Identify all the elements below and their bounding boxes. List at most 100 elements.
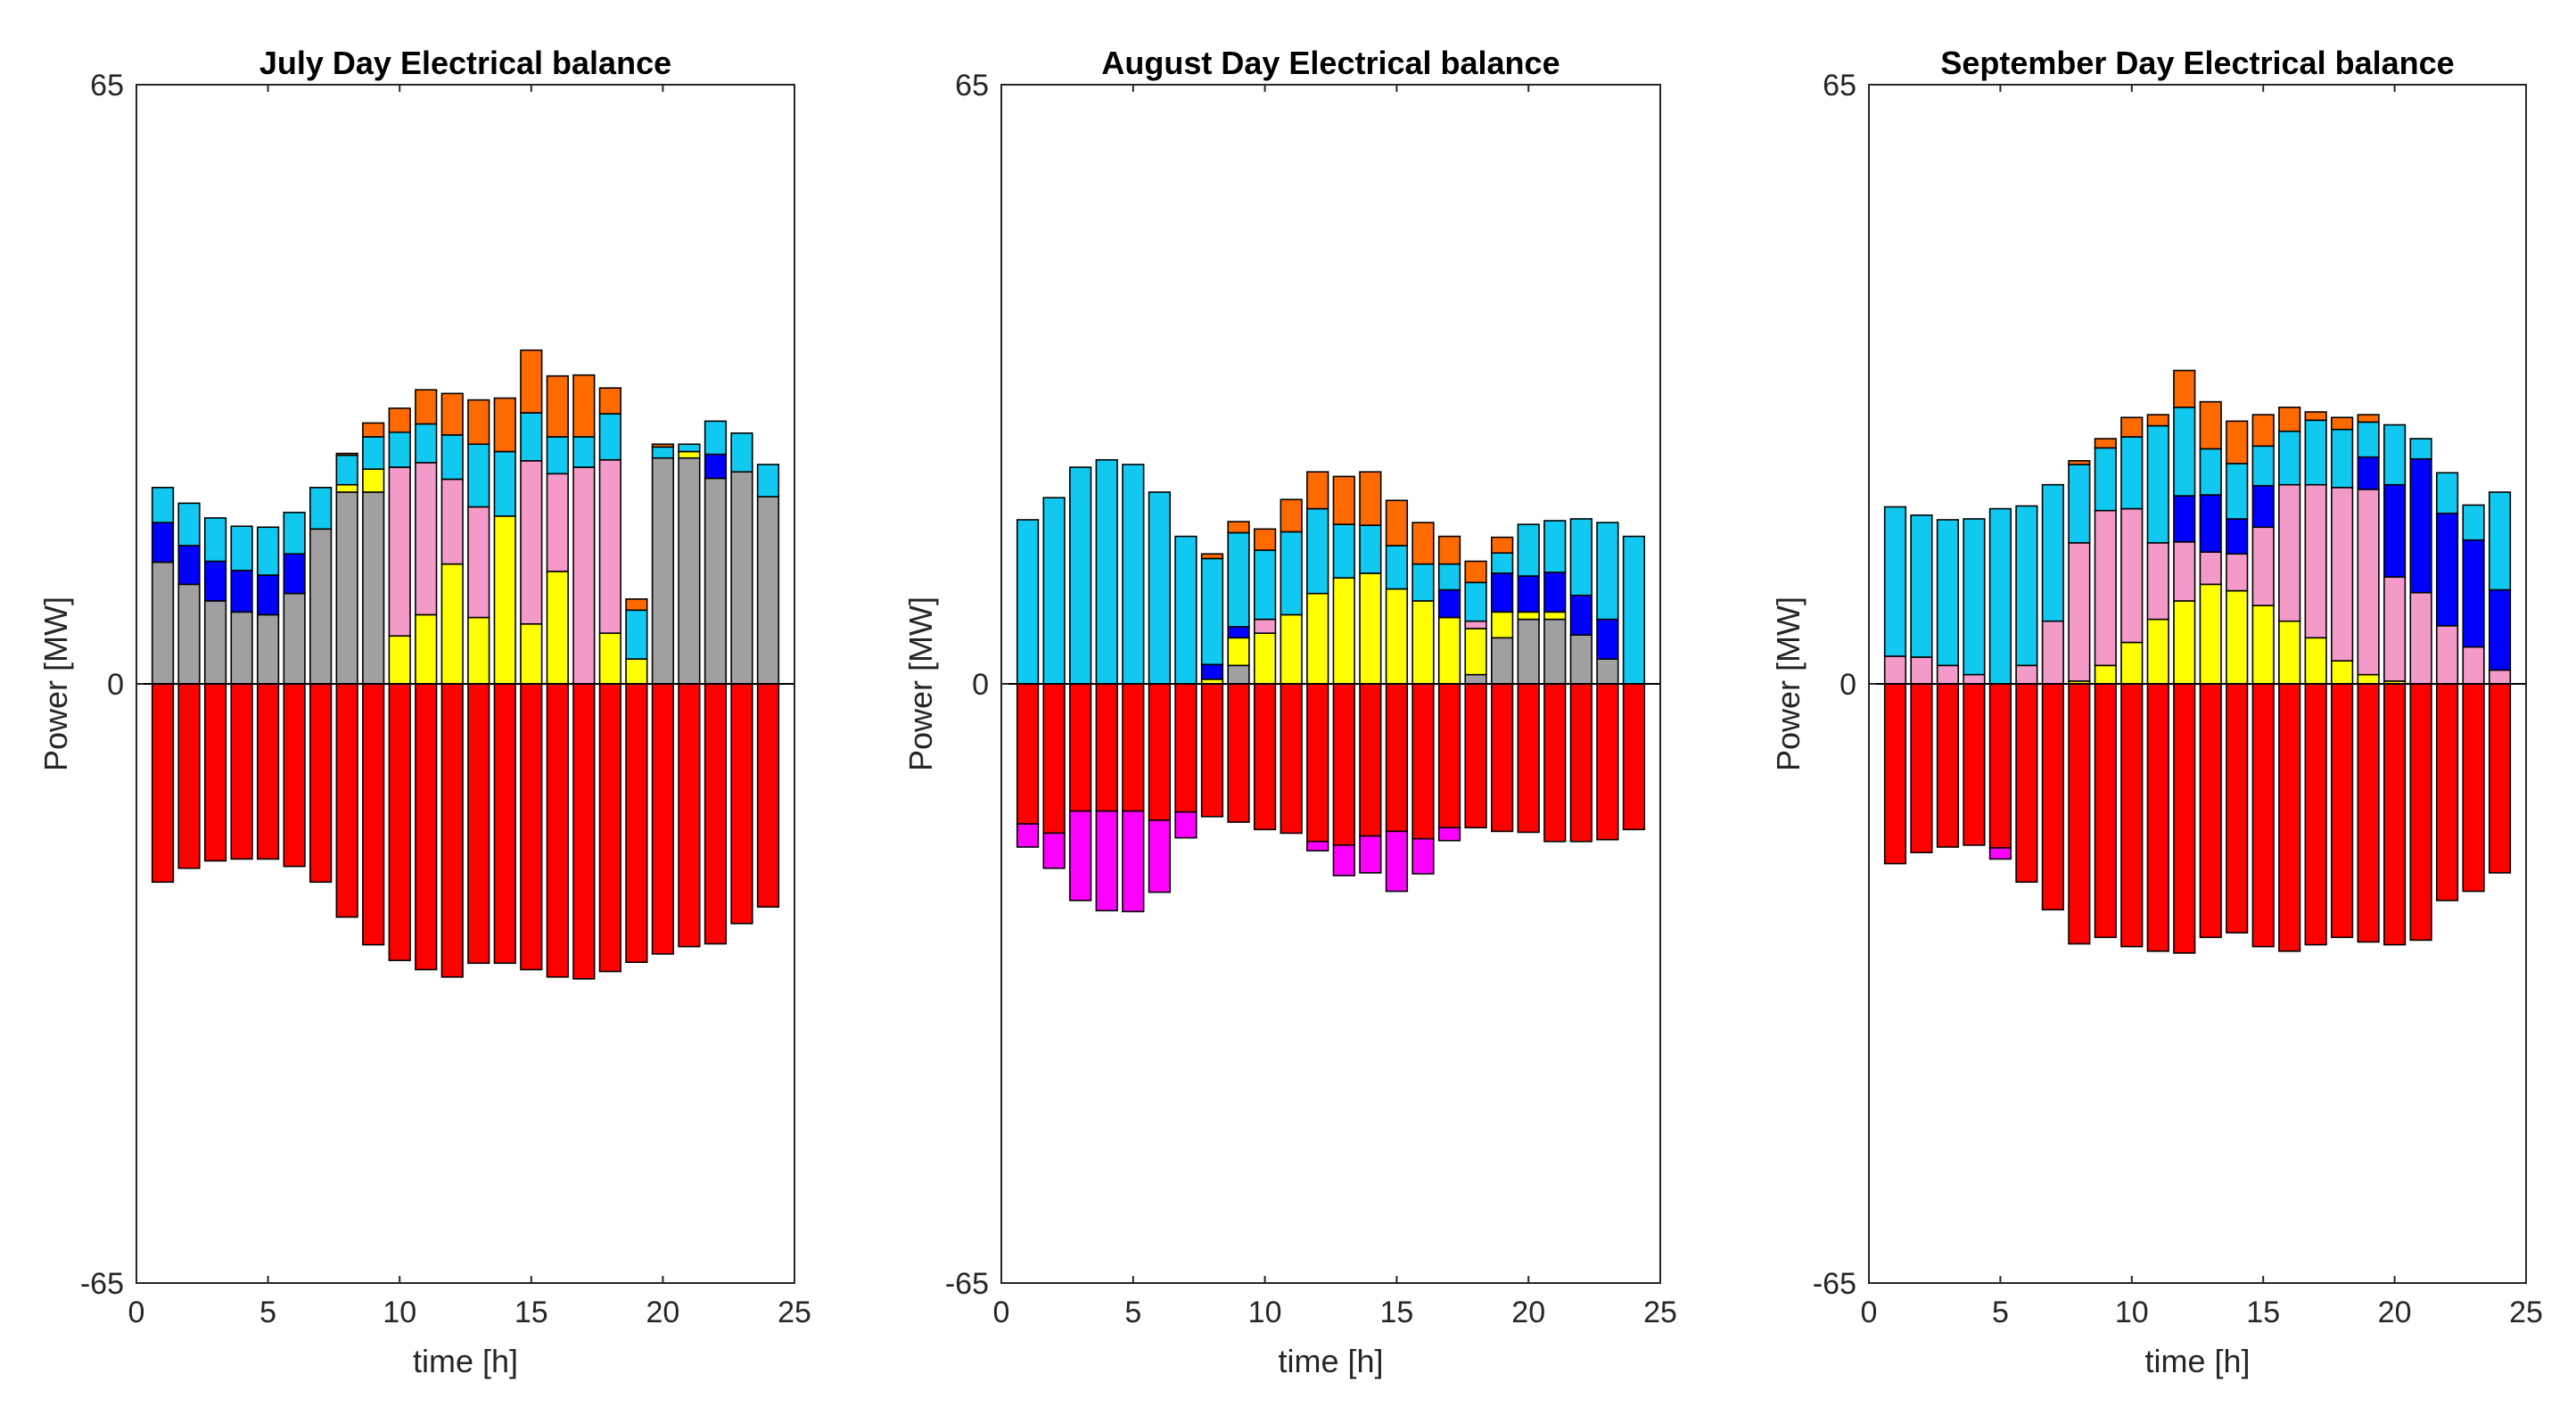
y-tick-label: 65	[955, 69, 989, 103]
x-tick-label: 0	[128, 1296, 145, 1329]
bar-yellow-h13	[467, 616, 490, 685]
bar-cyan-h8	[2068, 464, 2091, 544]
bar-orange-h19	[1491, 536, 1514, 554]
bar-red-h20	[651, 683, 675, 955]
chart-title: September Day Electrical balance	[1940, 45, 2454, 81]
bar-cyan-h24	[1622, 535, 1646, 685]
bar-red-h19	[625, 683, 648, 964]
bar-red-h21	[2409, 683, 2432, 942]
bar-grey-h22	[1569, 634, 1593, 685]
bar-blue-h4	[230, 570, 253, 613]
bar-cyan-h1	[1883, 506, 1907, 657]
bar-red-h7	[309, 683, 333, 884]
bar-cyan-h11	[415, 423, 438, 464]
bar-red-h14	[2226, 683, 2249, 934]
bar-grey-h21	[1543, 618, 1567, 685]
bar-grey-h22	[704, 477, 728, 685]
bar-blue-h21	[2409, 457, 2432, 594]
bar-cyan-h14	[1359, 524, 1382, 574]
bar-cyan-h12	[1306, 507, 1329, 595]
bar-pink-h1	[1883, 655, 1907, 685]
bar-cyan-h17	[2304, 419, 2327, 486]
bar-red-h18	[598, 683, 621, 973]
bar-cyan-h6	[283, 511, 306, 555]
bar-yellow-h11	[1280, 613, 1303, 685]
bar-red-h17	[572, 683, 596, 980]
bar-pink-h18	[1464, 620, 1487, 629]
bar-grey-h4	[230, 611, 253, 685]
bar-yellow-h11	[415, 613, 438, 685]
bar-red-h4	[1095, 683, 1118, 812]
bar-yellow-h21	[1543, 611, 1567, 621]
bar-cyan-h11	[2146, 424, 2169, 544]
bar-red-h8	[1200, 683, 1224, 818]
bar-cyan-h17	[1437, 563, 1461, 591]
x-tick-label: 0	[993, 1296, 1010, 1329]
bar-blue-h13	[2199, 494, 2222, 553]
bar-pink-h8	[2068, 542, 2091, 682]
bar-cyan-h21	[1543, 520, 1567, 573]
bar-grey-h9	[1227, 664, 1250, 685]
bar-yellow-h15	[520, 622, 543, 685]
bar-cyan-h20	[651, 446, 675, 459]
bar-red-h18	[2331, 683, 2354, 939]
bar-blue-h21	[1543, 572, 1567, 613]
bar-red-h13	[1332, 683, 1355, 846]
bar-cyan-h18	[2331, 428, 2354, 489]
bar-red-h11	[1280, 683, 1303, 835]
bar-cyan-h9	[2094, 447, 2117, 512]
bar-red-h3	[1936, 683, 1960, 848]
bar-red-h20	[2383, 683, 2407, 946]
bar-grey-h21	[678, 457, 701, 685]
x-tick-label: 25	[1643, 1296, 1677, 1329]
bar-red-h1	[151, 683, 175, 884]
bar-cyan-h10	[2120, 436, 2144, 510]
bars	[1016, 458, 1646, 913]
bar-blue-h20	[1517, 575, 1540, 613]
y-tick-label: 65	[90, 69, 124, 103]
bar-cyan-h16	[1411, 563, 1435, 602]
bar-cyan-h18	[598, 413, 621, 461]
bar-yellow-h19	[1491, 611, 1514, 639]
x-tick-label: 15	[2246, 1296, 2280, 1329]
bar-pink-h16	[546, 473, 569, 572]
bar-cyan-h16	[2278, 430, 2301, 486]
bar-magenta-h2	[1042, 832, 1066, 869]
bar-pink-h17	[2304, 483, 2327, 639]
x-tick-label: 20	[2378, 1296, 2412, 1329]
bar-pink-h2	[1910, 656, 1933, 685]
y-axis-label: Power [MW]	[1770, 596, 1806, 771]
bar-pink-h16	[2278, 483, 2301, 622]
bar-magenta-h1	[1016, 823, 1040, 848]
y-tick-label: 0	[1839, 668, 1856, 702]
bars	[151, 349, 780, 980]
bar-blue-h8	[1200, 663, 1224, 680]
bar-grey-h6	[283, 592, 306, 685]
bar-red-h6	[1148, 683, 1171, 821]
bar-yellow-h19	[2357, 673, 2380, 685]
bar-cyan-h15	[1385, 545, 1409, 590]
bar-pink-h12	[440, 478, 464, 565]
bar-red-h6	[283, 683, 306, 868]
bar-cyan-h1	[151, 486, 175, 523]
bar-cyan-h23	[1596, 522, 1619, 621]
bar-pink-h10	[1253, 618, 1277, 634]
bar-orange-h10	[388, 407, 411, 433]
bar-magenta-h15	[1385, 830, 1409, 893]
bar-blue-h6	[283, 553, 306, 595]
bar-orange-h19	[625, 598, 648, 612]
bar-cyan-h7	[1174, 535, 1197, 685]
bar-cyan-h8	[1200, 557, 1224, 666]
bar-blue-h22	[2435, 512, 2459, 627]
bar-yellow-h16	[2278, 620, 2301, 685]
bar-yellow-h18	[1464, 628, 1487, 676]
bar-grey-h3	[203, 600, 227, 685]
bar-yellow-h12	[440, 563, 464, 685]
bar-red-h2	[1910, 683, 1933, 853]
bar-cyan-h10	[1253, 549, 1277, 621]
bar-blue-h19	[2357, 456, 2380, 490]
bar-magenta-h16	[1411, 837, 1435, 875]
bar-orange-h14	[493, 397, 516, 453]
bar-cyan-h13	[2199, 448, 2222, 496]
bar-cyan-h20	[1517, 523, 1540, 577]
